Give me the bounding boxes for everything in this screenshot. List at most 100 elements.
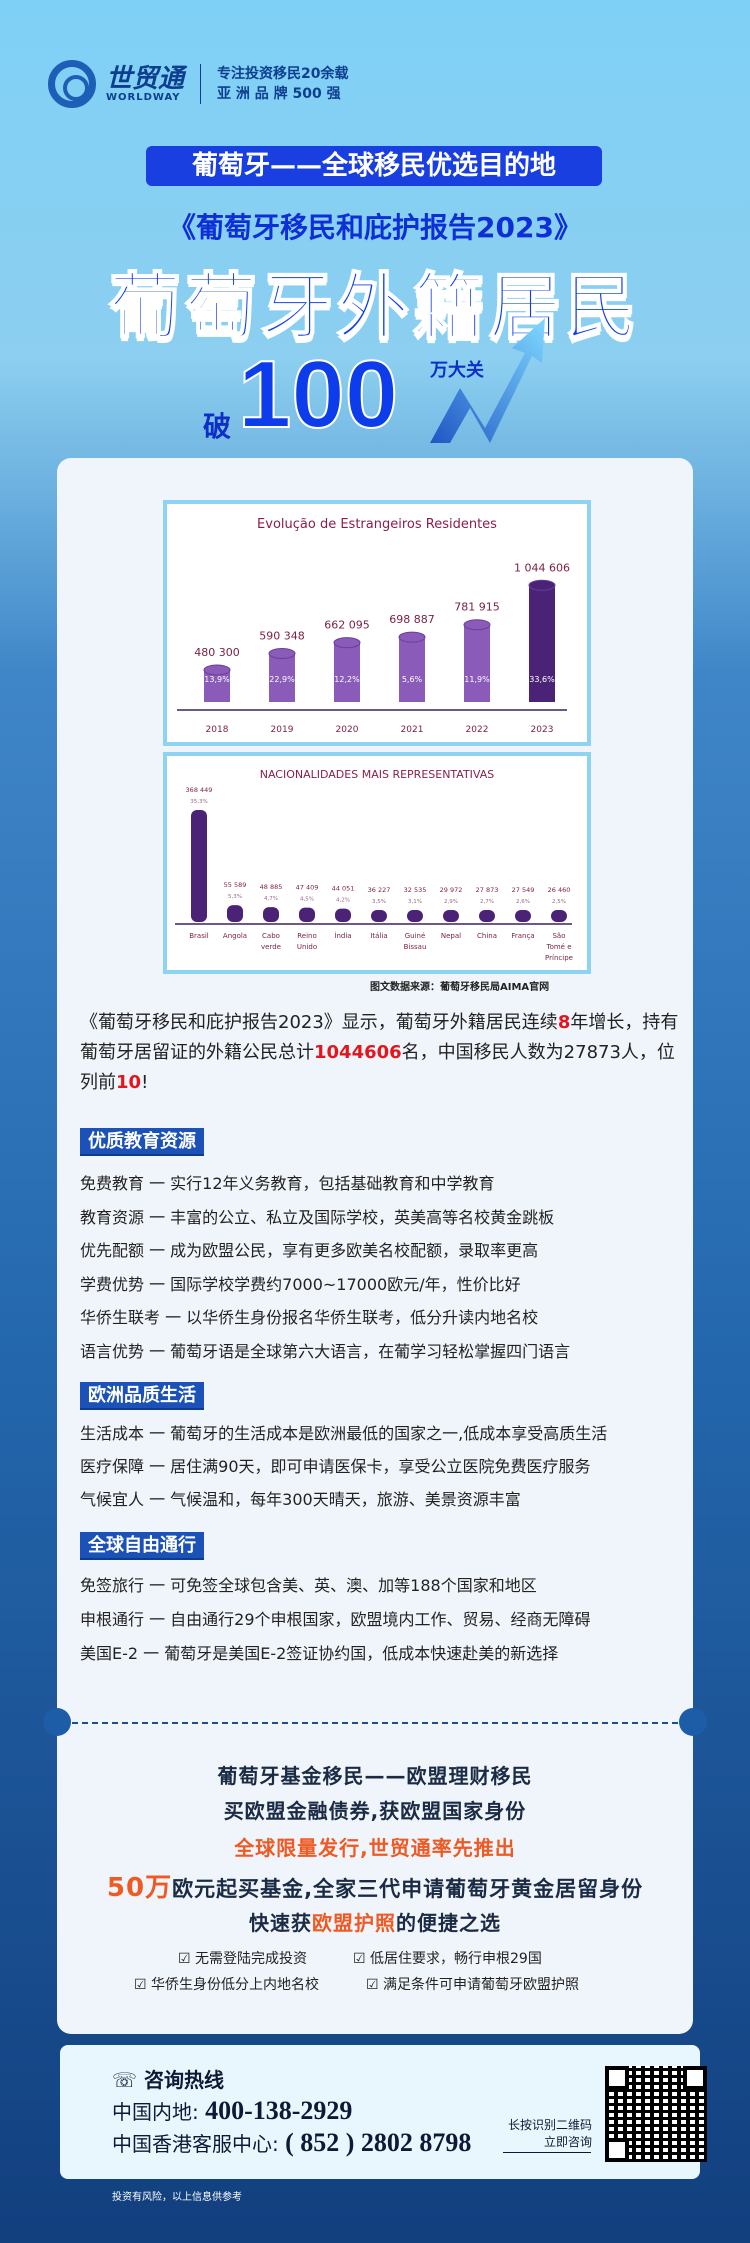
growth-label: 22,9%	[269, 675, 295, 684]
chart-title: Evolução de Estrangeiros Residentes	[257, 517, 497, 532]
section-item: 学费优势 一 国际学校学费约7000~17000欧元/年，性价比好	[80, 1274, 521, 1294]
bar	[407, 910, 423, 922]
bar	[399, 637, 425, 702]
card-notch-right	[679, 1708, 707, 1736]
share-label: 2,9%	[444, 899, 458, 905]
bar	[227, 905, 243, 922]
bar	[551, 910, 567, 922]
value-label: 44 051	[332, 885, 355, 893]
value-label: 590 348	[259, 629, 305, 642]
section-item: 美国E-2 一 葡萄牙是美国E-2签证协约国，低成本快速赴美的新选择	[80, 1644, 559, 1663]
dashed-divider	[72, 1722, 678, 1724]
tick-label: Angola	[223, 932, 247, 940]
bar-top	[398, 631, 426, 643]
hotline-title: ☏ 咨询热线	[112, 2068, 224, 2092]
bar	[269, 653, 295, 702]
check-item: ☑ 低居住要求，畅行申根29国	[353, 1951, 542, 1967]
bar	[529, 585, 555, 702]
fund-line-1: 葡萄牙基金移民——欧盟理财移民	[217, 1764, 533, 1788]
tick-label: São	[552, 932, 565, 940]
bar	[299, 907, 315, 922]
value-label: 47 409	[296, 884, 319, 892]
section-item: 气候宜人 一 气候温和，每年300天晴天，旅游、美景资源丰富	[80, 1490, 521, 1509]
brand-name: 世贸通	[106, 63, 185, 94]
tick-label: 2020	[336, 725, 359, 735]
section-item: 生活成本 一 葡萄牙的生活成本是欧洲最低的国家之一,低成本享受高质生活	[80, 1424, 608, 1443]
brand-name-en: WORLDWAY	[106, 91, 181, 103]
bar-top	[528, 579, 556, 591]
value-label: 27 549	[512, 886, 535, 894]
section-item: 优先配额 一 成为欧盟公民，享有更多欧美名校配额，录取率更高	[80, 1241, 539, 1260]
tick-label: Índia	[334, 931, 351, 940]
value-label: 781 915	[454, 601, 500, 614]
bar	[334, 642, 360, 702]
hk-hotline[interactable]: 中国香港客服中心: ( 852 ) 2802 8798	[112, 2128, 472, 2157]
mainland-hotline[interactable]: 中国内地: 400-138-2929	[112, 2096, 353, 2125]
qr-code[interactable]	[605, 2066, 707, 2162]
growth-label: 33,6%	[529, 675, 555, 684]
value-label: 26 460	[548, 886, 571, 894]
tick-label: Brasil	[189, 932, 209, 940]
tick-label: China	[477, 932, 497, 940]
tick-label: Guiné	[405, 932, 426, 940]
check-item: ☑ 无需登陆完成投资	[178, 1951, 308, 1967]
share-label: 3,5%	[372, 899, 386, 905]
tick-label: 2022	[466, 725, 489, 735]
total-count: 1044606	[314, 1042, 402, 1063]
hero-suffix: 万大关	[430, 360, 484, 381]
qr-hint: 长按识别二维码 立即咨询	[507, 2118, 592, 2149]
share-label: 3,1%	[408, 899, 422, 905]
share-label: 2,7%	[480, 899, 494, 905]
intro-paragraph: 《葡萄牙移民和庇护报告2023》显示，葡萄牙外籍居民连续8年增长，持有葡萄牙居留…	[80, 1012, 679, 1093]
growth-label: 12,2%	[334, 675, 360, 684]
tick-label: Tomé e	[545, 943, 571, 951]
tick-label: Bissau	[404, 943, 427, 951]
rank: 10	[116, 1072, 142, 1093]
value-label: 662 095	[324, 619, 370, 632]
hero-title: 葡萄牙外籍居民	[108, 264, 641, 350]
brand-logo: 世贸通 WORLDWAY 专注投资移民20余载亚 洲 品 牌 500 强	[48, 60, 349, 108]
tick-label: verde	[261, 943, 281, 951]
data-source: 图文数据来源：葡萄牙移民局AIMA官网	[370, 982, 550, 993]
bar-top	[463, 619, 491, 631]
tick-label: Itália	[370, 932, 387, 940]
value-label: 480 300	[194, 646, 240, 659]
phone-icon: ☏	[112, 2068, 138, 2092]
value-label: 32 535	[404, 886, 427, 894]
divider	[200, 64, 202, 104]
hero-prefix: 破	[203, 410, 232, 443]
chart-title: NACIONALIDADES MAIS REPRESENTATIVAS	[260, 768, 495, 781]
value-label: 48 885	[260, 883, 283, 891]
share-label: 4,7%	[264, 896, 278, 902]
bar	[479, 910, 495, 922]
share-label: 5,3%	[228, 894, 242, 900]
fund-line-3: 全球限量发行,世贸通率先推出	[234, 1836, 516, 1860]
slogan-1: 专注投资移民20余载	[217, 66, 349, 82]
hero-banner: 葡萄牙——全球移民优选目的地	[146, 146, 602, 186]
arrow-line	[503, 2152, 591, 2153]
section-heading: 优质教育资源	[80, 1128, 204, 1156]
growth-label: 13,9%	[204, 675, 230, 684]
value-label: 36 227	[368, 886, 391, 894]
section-item: 医疗保障 一 居住满90天，即可申请医保卡，享受公立医院免费医疗服务	[80, 1457, 591, 1476]
value-label: 29 972	[440, 886, 463, 894]
section-item: 语言优势 一 葡萄牙语是全球第六大语言，在葡学习轻松掌握四门语言	[80, 1341, 571, 1361]
bar-top	[333, 637, 361, 649]
residents-chart: Evolução de Estrangeiros Residentes 480 3…	[163, 500, 591, 746]
slogan-2: 亚 洲 品 牌 500 强	[217, 86, 341, 102]
growth-label: 5,6%	[402, 675, 423, 684]
value-label: 27 873	[476, 886, 499, 894]
card-notch-left	[43, 1708, 71, 1736]
bar	[263, 907, 279, 922]
disclaimer: 投资有风险，以上信息供参考	[112, 2192, 242, 2203]
tick-label: Unido	[297, 943, 317, 951]
share-label: 35,3%	[190, 799, 207, 805]
fund-line-4: 50万欧元起买基金,全家三代申请葡萄牙黄金居留身份	[106, 1873, 644, 1903]
section-item: 华侨生联考 一 以华侨生身份报名华侨生联考，低分升读内地名校	[80, 1308, 539, 1327]
growth-label: 11,9%	[464, 675, 490, 684]
tick-label: Nepal	[441, 932, 461, 940]
tick-label: 2021	[401, 725, 424, 735]
value-label: 1 044 606	[514, 561, 570, 574]
bar	[464, 624, 490, 702]
tick-label: Cabo	[262, 932, 280, 940]
